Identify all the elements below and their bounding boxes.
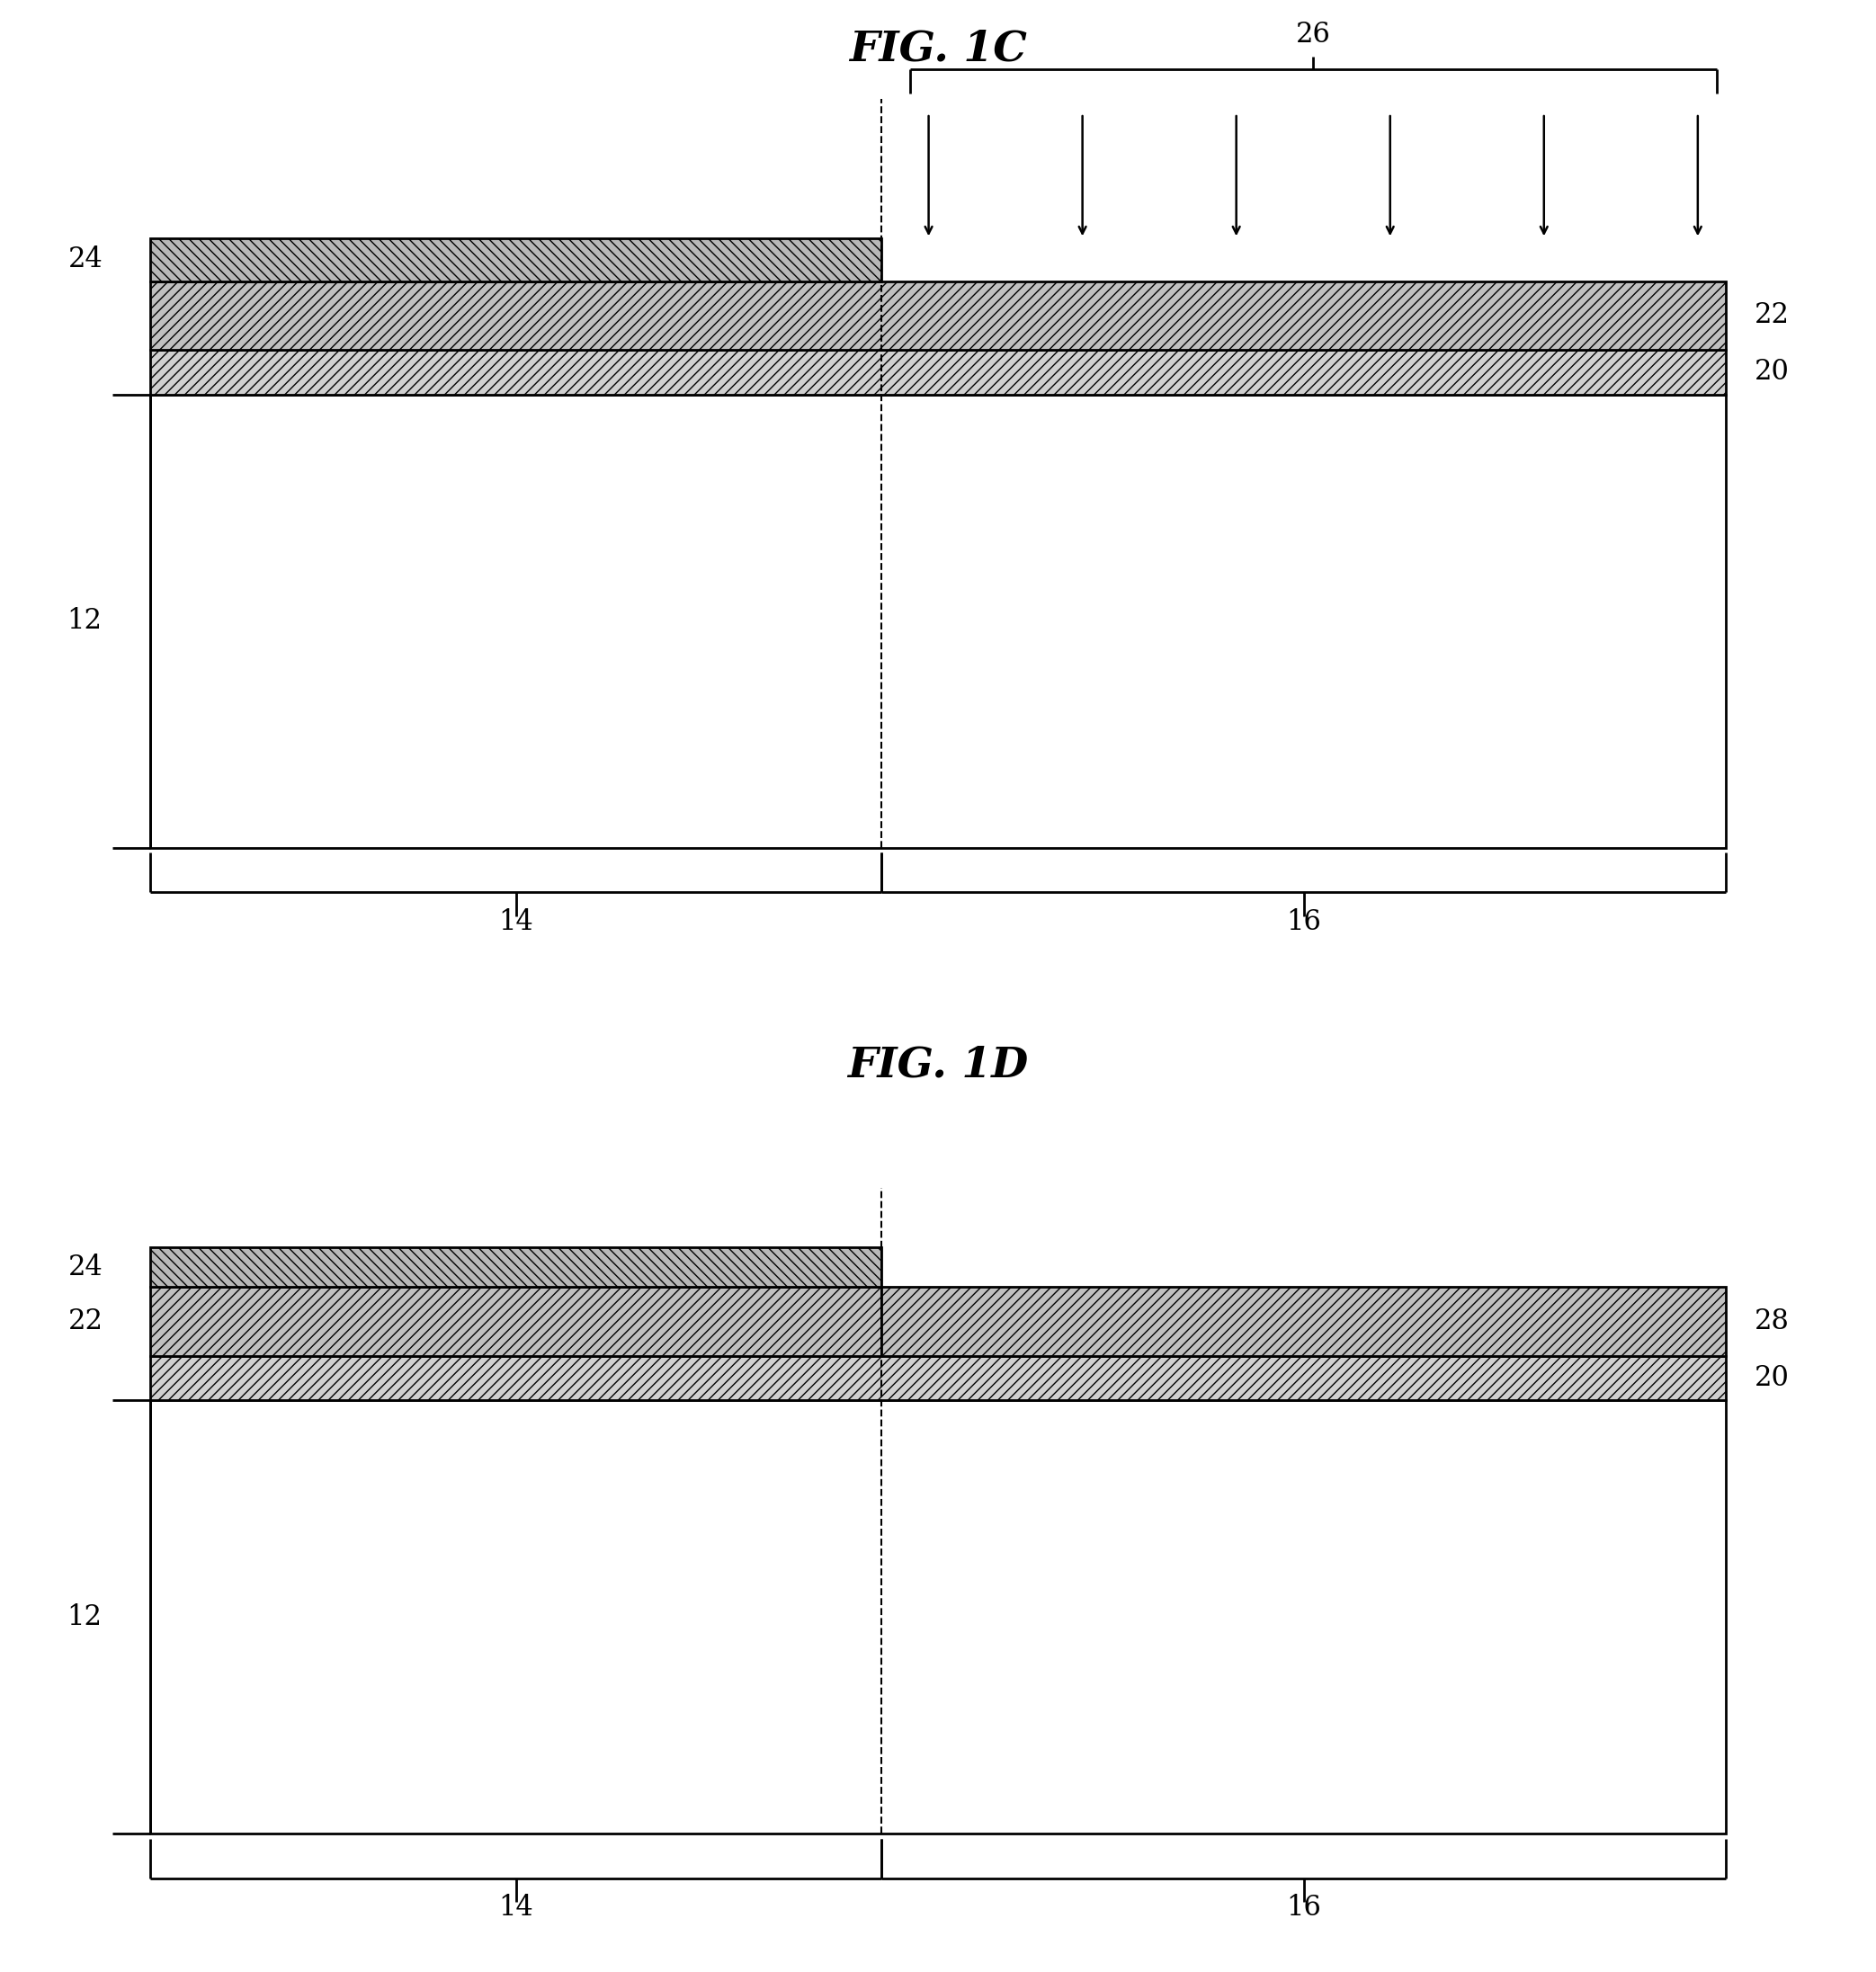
Text: 22: 22	[68, 1307, 103, 1335]
Text: 14: 14	[499, 1893, 533, 1923]
Text: 12: 12	[68, 607, 101, 635]
Text: 20: 20	[1754, 1365, 1790, 1392]
Text: 14: 14	[499, 907, 533, 937]
Text: 20: 20	[1754, 359, 1790, 387]
Text: 16: 16	[1287, 1893, 1321, 1923]
Text: 24: 24	[68, 1252, 103, 1282]
Bar	[150, 351, 1726, 394]
Bar	[150, 394, 1726, 848]
Text: 16: 16	[1287, 907, 1321, 937]
Bar	[150, 239, 882, 282]
Bar	[150, 282, 1726, 351]
Text: 22: 22	[1754, 302, 1790, 329]
Bar	[150, 1400, 1726, 1834]
Bar	[882, 1288, 1726, 1357]
Text: 26: 26	[1296, 20, 1330, 49]
Bar	[150, 1288, 882, 1357]
Text: 24: 24	[68, 246, 103, 274]
Text: 28: 28	[1754, 1307, 1790, 1335]
Text: FIG. 1D: FIG. 1D	[848, 1045, 1028, 1085]
Bar	[150, 1248, 882, 1288]
Text: FIG. 1C: FIG. 1C	[850, 30, 1026, 69]
Bar	[150, 1357, 1726, 1400]
Text: 12: 12	[68, 1603, 101, 1631]
